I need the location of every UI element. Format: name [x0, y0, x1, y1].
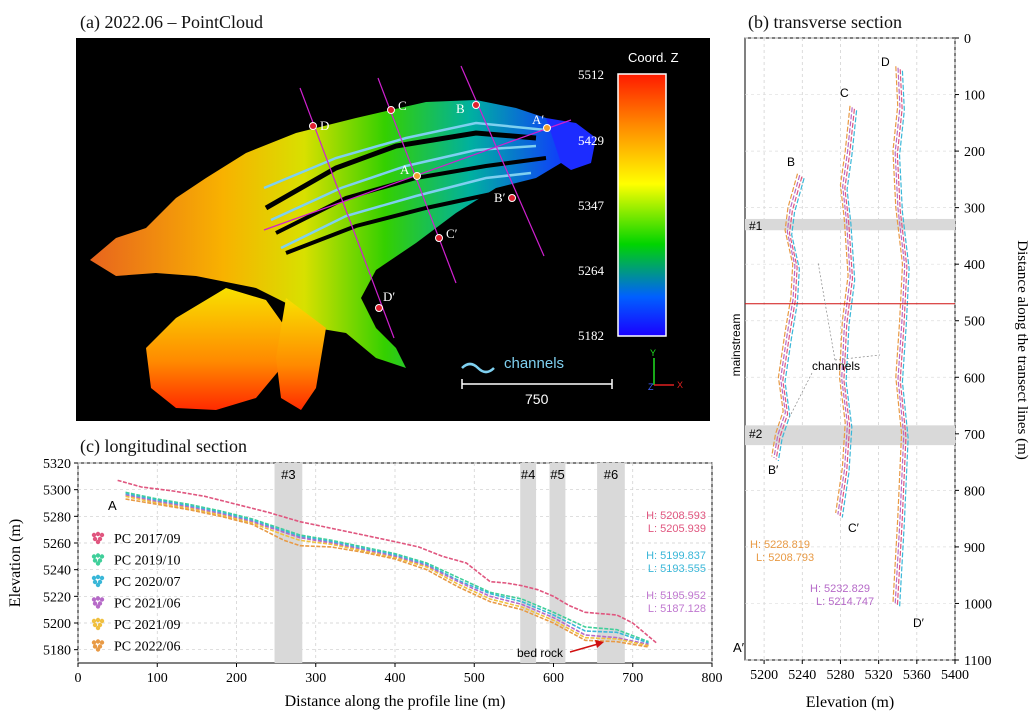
section-label-d: D: [881, 55, 890, 69]
label-c-prime: C′: [446, 226, 458, 241]
panel-b-bands: [745, 218, 955, 446]
transect-series-line: [898, 70, 910, 608]
colorbar-tick-5182: 5182: [578, 328, 604, 343]
section-label-d-prime: D′: [913, 616, 925, 630]
section-label-b: B: [787, 155, 795, 169]
scale-bar: [461, 379, 613, 389]
channels-label: channels: [812, 359, 860, 373]
colorbar-tick-5347: 5347: [578, 198, 605, 213]
y-tick-label: 700: [964, 428, 985, 443]
annot-purple-h: H: 5232.829: [810, 583, 870, 595]
transect-series-line: [894, 67, 906, 605]
transect-series-line: [777, 178, 805, 462]
point-c: [387, 106, 395, 114]
transect-line-b: [460, 65, 545, 257]
x-tick-label: 5320: [865, 668, 893, 683]
mainstream-label: mainstream: [729, 314, 743, 377]
transect-series-line: [775, 176, 803, 460]
y-tick-label: 600: [964, 371, 985, 386]
point-c-prime: [435, 234, 443, 242]
colorbar-tick-5512: 5512: [578, 67, 604, 82]
panel-c-title: (c) longitudinal section: [80, 436, 247, 456]
axis-gizmo: Y Z X: [648, 348, 683, 392]
pointcloud-map: D C B A′ A B′ C′ D′ Coord. Z 5512 5429 5…: [90, 50, 683, 410]
svg-text:Y: Y: [650, 348, 656, 358]
transect-line-d: [299, 87, 395, 339]
colorbar-title: Coord. Z: [628, 50, 679, 65]
transect-series-line: [839, 108, 855, 517]
panel-a-title: (a) 2022.06 – PointCloud: [80, 12, 263, 32]
channel-legend-icon: [461, 362, 495, 374]
annot-purple-l: L: 5214.747: [816, 596, 874, 608]
y-tick-label: 500: [964, 315, 985, 330]
label-d: D: [320, 118, 329, 133]
point-a-prime: [543, 124, 551, 132]
y-tick-label: 100: [964, 89, 985, 104]
transect-series-line: [896, 69, 908, 607]
panel-b-x-axis-label: Elevation (m): [806, 694, 894, 711]
label-a-prime: A′: [532, 112, 544, 127]
transect-series-line: [773, 175, 801, 459]
y-tick-label: 1000: [964, 597, 992, 612]
panel-b-y-axis-label: Distance along the transect lines (m): [1014, 240, 1030, 460]
annot-orange-h: H: 5228.819: [750, 539, 810, 551]
label-b-prime: B′: [494, 190, 506, 205]
section-label-c-prime: C′: [848, 521, 860, 535]
band-label-1: #1: [749, 219, 763, 233]
channel-legend-label: channels: [504, 355, 564, 372]
label-c: C: [398, 98, 407, 113]
label-d-prime: D′: [383, 289, 395, 304]
y-tick-label: 0: [964, 32, 971, 47]
y-tick-label: 200: [964, 145, 985, 160]
point-d: [309, 122, 317, 130]
x-tick-label: 5400: [941, 668, 969, 683]
section-label-b-prime: B′: [768, 463, 779, 477]
y-tick-label: 1100: [964, 654, 991, 669]
x-tick-label: 5280: [826, 668, 854, 683]
colorbar-tick-5264: 5264: [578, 263, 605, 278]
section-label-c: C: [840, 86, 849, 100]
colorbar: [617, 73, 667, 337]
annot-orange-l: L: 5208.793: [756, 552, 814, 564]
transect-series-line: [837, 107, 853, 515]
x-tick-label: 5240: [788, 668, 816, 683]
panel-b-title: (b) transverse section: [748, 12, 902, 32]
highlight-band: [745, 425, 955, 446]
y-tick-label: 900: [964, 541, 985, 556]
transect-series-line: [841, 110, 858, 518]
band-label-2: #2: [749, 427, 763, 441]
scale-bar-label: 750: [525, 391, 549, 407]
panel-b-series: [771, 66, 910, 608]
label-a: A: [400, 162, 410, 177]
point-a: [413, 172, 421, 180]
svg-text:Z: Z: [648, 382, 654, 392]
y-tick-label: 400: [964, 258, 985, 273]
transect-series-line: [835, 105, 851, 514]
y-tick-label: 800: [964, 484, 985, 499]
transect-series-line: [892, 66, 904, 604]
svg-text:X: X: [677, 380, 683, 390]
point-b-prime: [508, 194, 516, 202]
panel-b-grid: [745, 37, 956, 661]
panel-b-ticks: 5200 5240 5280 5320 5360 5400 0 100 200 300 400 500…: [750, 32, 992, 683]
label-b: B: [456, 101, 465, 116]
panel-a-map: D C B A′ A B′ C′ D′ Coord. Z 5512 5429 5…: [76, 38, 710, 421]
transect-endpoints: [309, 101, 551, 312]
y-tick-label: 300: [964, 202, 985, 217]
highlight-band: [745, 218, 955, 231]
transect-series-line: [771, 173, 799, 457]
point-d-prime: [375, 304, 383, 312]
x-tick-label: 5360: [903, 668, 931, 683]
point-b: [472, 101, 480, 109]
x-tick-label: 5200: [750, 668, 778, 683]
colorbar-tick-5429: 5429: [578, 133, 604, 148]
